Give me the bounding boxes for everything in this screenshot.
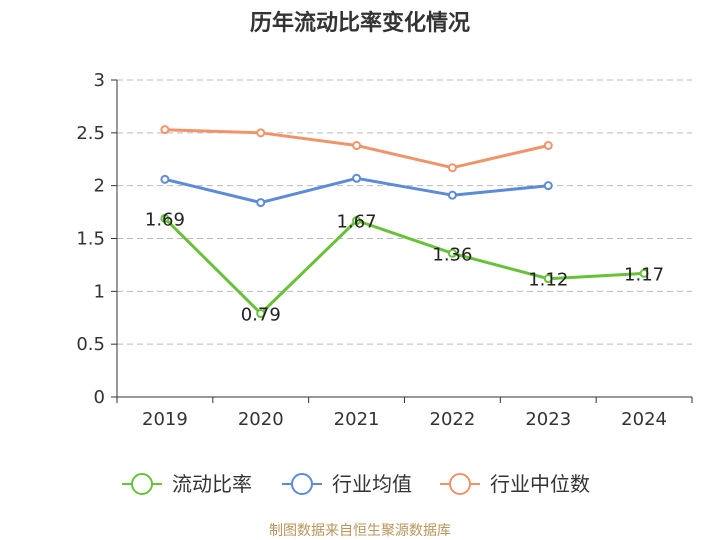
series-layer	[160, 125, 649, 319]
x-tick-label: 2020	[238, 409, 284, 430]
source-note: 制图数据来自恒生聚源数据库	[269, 523, 451, 539]
data-point	[256, 309, 266, 319]
chart-title: 历年流动比率变化情况	[250, 10, 470, 36]
legend-marker	[291, 473, 313, 495]
legend: 流动比率 行业均值 行业中位数	[122, 472, 590, 496]
x-tick-label: 2024	[621, 409, 667, 430]
x-tick-label: 2019	[142, 409, 188, 430]
y-tick-label: 0	[94, 387, 105, 408]
y-tick-label: 0.5	[76, 334, 105, 355]
legend-marker	[449, 473, 471, 495]
data-labels: 1.69 0.79 1.67 1.36 1.12 1.17	[145, 209, 664, 325]
series-line	[163, 217, 645, 315]
data-label: 1.12	[528, 270, 568, 291]
data-point	[543, 181, 553, 191]
data-point	[352, 216, 362, 226]
legend-label: 行业中位数	[490, 472, 590, 496]
data-point	[352, 141, 362, 151]
legend-label: 流动比率	[172, 472, 252, 496]
y-tick-label: 1.5	[76, 229, 105, 250]
data-point	[543, 141, 553, 151]
data-point	[352, 173, 362, 183]
data-label: 1.36	[432, 244, 472, 265]
data-point	[160, 174, 170, 184]
data-point	[256, 198, 266, 208]
x-tick-label: 2021	[334, 409, 380, 430]
data-label: 0.79	[241, 305, 281, 326]
y-tick-label: 2	[94, 176, 105, 197]
data-point	[447, 190, 457, 200]
data-point	[256, 128, 266, 138]
legend-marker	[131, 473, 153, 495]
data-point	[160, 125, 170, 135]
data-point	[160, 213, 170, 223]
axes: 0 0.5 1 1.5 2 2.5 3 2019 2020 2021 2022 2023 2024	[76, 70, 693, 430]
x-tick-label: 2023	[525, 409, 571, 430]
data-point	[447, 163, 457, 173]
data-point	[639, 268, 649, 278]
data-label: 1.67	[337, 212, 377, 233]
y-tick-label: 2.5	[76, 123, 105, 144]
data-label: 1.69	[145, 209, 185, 230]
x-tick-label: 2022	[430, 409, 476, 430]
y-tick-label: 3	[94, 70, 105, 91]
y-tick-label: 1	[94, 281, 105, 302]
data-point	[543, 274, 553, 284]
legend-label: 行业均值	[332, 472, 412, 496]
data-label: 1.17	[624, 264, 664, 285]
grid-lines	[117, 79, 692, 345]
data-point	[447, 248, 457, 258]
